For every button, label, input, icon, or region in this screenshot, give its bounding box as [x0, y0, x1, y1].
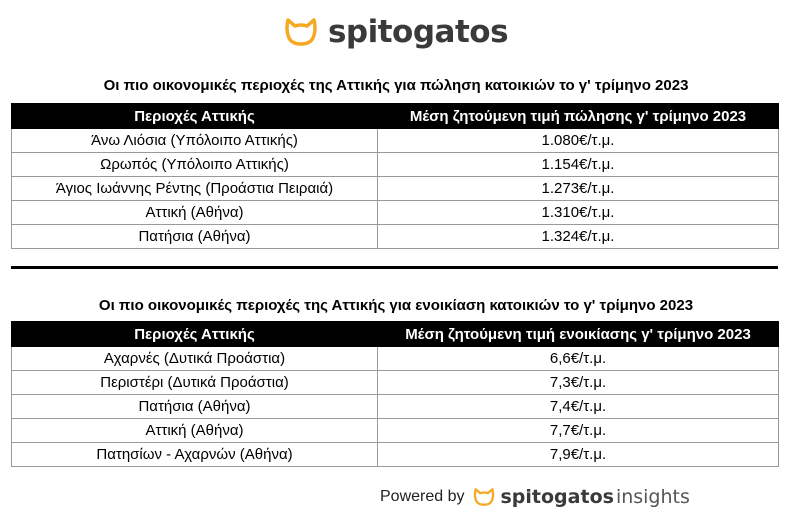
table-row: Αχαρνές (Δυτικά Προάστια) 6,6€/τ.μ.	[11, 346, 779, 371]
column-header-area: Περιοχές Αττικής	[11, 321, 378, 347]
table-row: Πατησίων - Αχαρνών (Αθήνα) 7,9€/τ.μ.	[11, 442, 779, 467]
section-divider	[11, 266, 778, 269]
sale-prices-table: Περιοχές Αττικής Μέση ζητούμενη τιμή πώλ…	[11, 103, 779, 249]
area-cell: Ωρωπός (Υπόλοιπο Αττικής)	[11, 152, 378, 177]
table-row: Ωρωπός (Υπόλοιπο Αττικής) 1.154€/τ.μ.	[11, 152, 779, 177]
table-row: Αττική (Αθήνα) 1.310€/τ.μ.	[11, 200, 779, 225]
table-header-row: Περιοχές Αττικής Μέση ζητούμενη τιμή πώλ…	[11, 103, 779, 129]
column-header-price: Μέση ζητούμενη τιμή ενοικίασης γ' τρίμην…	[377, 321, 779, 347]
footer-brand-suffix: insights	[615, 486, 690, 508]
cat-logo-icon	[473, 488, 494, 506]
rent-table-title: Οι πιο οικονομικές περιοχές της Αττικής …	[98, 297, 694, 314]
price-cell: 7,4€/τ.μ.	[377, 394, 779, 419]
price-cell: 1.273€/τ.μ.	[377, 176, 779, 201]
price-cell: 1.154€/τ.μ.	[377, 152, 779, 177]
price-cell: 7,9€/τ.μ.	[377, 442, 779, 467]
area-cell: Αττική (Αθήνα)	[11, 200, 378, 225]
table-header-row: Περιοχές Αττικής Μέση ζητούμενη τιμή ενο…	[11, 321, 779, 347]
price-cell: 1.310€/τ.μ.	[377, 200, 779, 225]
area-cell: Πατησίων - Αχαρνών (Αθήνα)	[11, 442, 378, 467]
area-cell: Άγιος Ιωάννης Ρέντης (Προάστια Πειραιά)	[11, 176, 378, 201]
sale-table-title: Οι πιο οικονομικές περιοχές της Αττικής …	[103, 77, 689, 94]
area-cell: Πατήσια (Αθήνα)	[11, 224, 378, 249]
area-cell: Αχαρνές (Δυτικά Προάστια)	[11, 346, 378, 371]
area-cell: Πατήσια (Αθήνα)	[11, 394, 378, 419]
column-header-price: Μέση ζητούμενη τιμή πώλησης γ' τρίμηνο 2…	[377, 103, 779, 129]
price-cell: 1.324€/τ.μ.	[377, 224, 779, 249]
header-logo: spitogatos	[0, 14, 792, 50]
price-cell: 1.080€/τ.μ.	[377, 128, 779, 153]
cat-logo-icon	[285, 18, 317, 46]
table-row: Πατήσια (Αθήνα) 1.324€/τ.μ.	[11, 224, 779, 249]
table-row: Πατήσια (Αθήνα) 7,4€/τ.μ.	[11, 394, 779, 419]
table-row: Άνω Λιόσια (Υπόλοιπο Αττικής) 1.080€/τ.μ.	[11, 128, 779, 153]
area-cell: Περιστέρι (Δυτικά Προάστια)	[11, 370, 378, 395]
table-row: Αττική (Αθήνα) 7,7€/τ.μ.	[11, 418, 779, 443]
table-row: Άγιος Ιωάννης Ρέντης (Προάστια Πειραιά) 1…	[11, 176, 779, 201]
price-cell: 7,7€/τ.μ.	[377, 418, 779, 443]
rent-prices-table: Περιοχές Αττικής Μέση ζητούμενη τιμή ενο…	[11, 321, 779, 467]
footer-brand-name: spitogatos	[500, 486, 614, 508]
column-header-area: Περιοχές Αττικής	[11, 103, 378, 129]
area-cell: Αττική (Αθήνα)	[11, 418, 378, 443]
powered-by-footer: Powered by spitogatos insights	[380, 486, 690, 508]
area-cell: Άνω Λιόσια (Υπόλοιπο Αττικής)	[11, 128, 378, 153]
price-cell: 6,6€/τ.μ.	[377, 346, 779, 371]
brand-name: spitogatos	[327, 14, 509, 50]
price-cell: 7,3€/τ.μ.	[377, 370, 779, 395]
powered-by-label: Powered by	[380, 488, 465, 505]
table-row: Περιστέρι (Δυτικά Προάστια) 7,3€/τ.μ.	[11, 370, 779, 395]
